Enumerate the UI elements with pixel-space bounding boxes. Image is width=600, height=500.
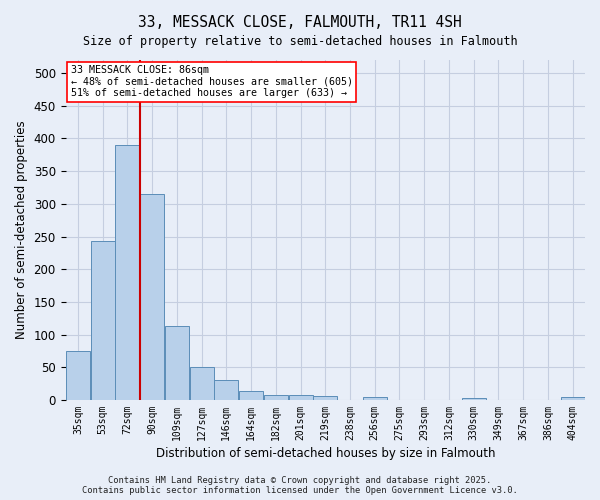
Text: 33 MESSACK CLOSE: 86sqm
← 48% of semi-detached houses are smaller (605)
51% of s: 33 MESSACK CLOSE: 86sqm ← 48% of semi-de… [71, 65, 353, 98]
Bar [363, 396, 387, 400]
Text: Size of property relative to semi-detached houses in Falmouth: Size of property relative to semi-detach… [83, 35, 517, 48]
Bar [165, 326, 189, 400]
Y-axis label: Number of semi-detached properties: Number of semi-detached properties [15, 120, 28, 340]
Bar [313, 396, 337, 400]
X-axis label: Distribution of semi-detached houses by size in Falmouth: Distribution of semi-detached houses by … [155, 447, 495, 460]
Bar [264, 396, 288, 400]
Bar [91, 241, 115, 400]
Bar [190, 368, 214, 400]
Bar [289, 396, 313, 400]
Text: Contains HM Land Registry data © Crown copyright and database right 2025.
Contai: Contains HM Land Registry data © Crown c… [82, 476, 518, 495]
Bar [214, 380, 238, 400]
Bar [461, 398, 485, 400]
Bar [115, 145, 139, 400]
Bar [140, 194, 164, 400]
Text: 33, MESSACK CLOSE, FALMOUTH, TR11 4SH: 33, MESSACK CLOSE, FALMOUTH, TR11 4SH [138, 15, 462, 30]
Bar [239, 391, 263, 400]
Bar [66, 351, 90, 400]
Bar [560, 398, 584, 400]
